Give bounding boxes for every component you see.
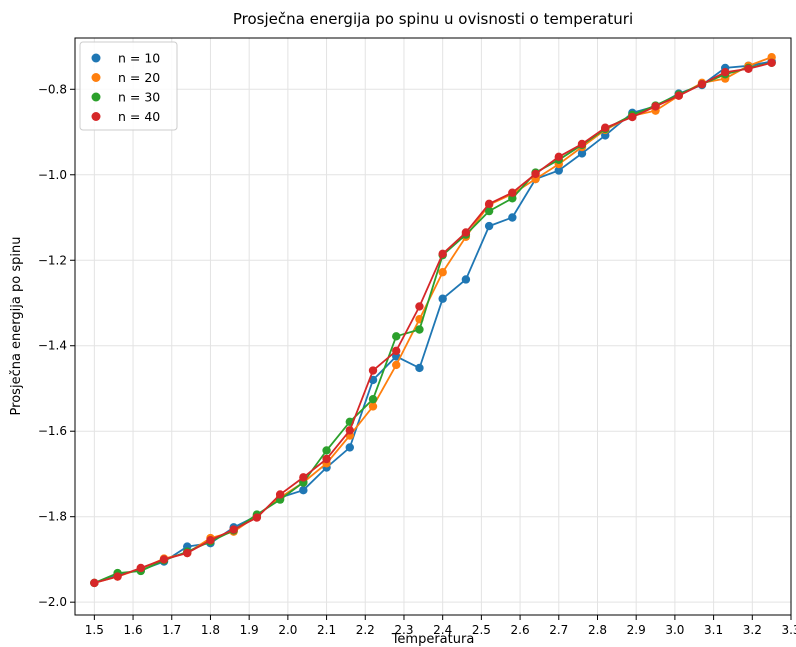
data-point <box>697 79 707 89</box>
data-point <box>113 572 122 581</box>
data-point <box>322 454 331 464</box>
data-point <box>252 513 262 522</box>
legend-marker <box>91 92 101 102</box>
y-tick-label: −1.4 <box>38 339 67 353</box>
data-point <box>275 490 285 499</box>
x-tick-label: 2.2 <box>356 623 375 637</box>
data-point <box>461 275 471 284</box>
data-point <box>531 169 540 179</box>
data-point <box>484 221 494 231</box>
x-tick-label: 1.9 <box>240 623 259 637</box>
data-point <box>438 268 447 277</box>
x-tick-label: 3.2 <box>743 623 762 637</box>
y-tick-label: −1.6 <box>38 424 67 438</box>
x-axis-label: Temperatura <box>391 632 475 647</box>
legend: n = 10 n = 20 n = 30 n = 40 <box>79 41 178 131</box>
data-point <box>159 555 169 564</box>
legend-marker <box>91 112 101 121</box>
x-axis-ticks: 1.5 1.6 1.7 1.8 1.9 2.0 2.1 2.2 2.3 2.4 2.5 2.6 2.7 2… <box>85 615 796 637</box>
x-tick-label: 2.7 <box>549 623 568 637</box>
data-point <box>438 249 447 259</box>
data-point <box>392 332 401 341</box>
y-axis-label: Prosječna energija po spinu <box>9 237 24 416</box>
data-point <box>577 149 587 158</box>
data-point <box>392 360 401 370</box>
x-tick-label: 1.5 <box>85 623 104 637</box>
y-tick-label: −2.0 <box>38 595 67 609</box>
legend-box <box>79 41 178 131</box>
data-point <box>90 578 99 588</box>
data-point <box>674 91 683 100</box>
data-point <box>744 64 753 73</box>
series-line <box>94 61 772 584</box>
data-point <box>438 294 447 303</box>
x-tick-label: 1.6 <box>124 623 143 637</box>
x-tick-label: 1.8 <box>201 623 220 637</box>
y-axis-ticks: −2.0 −1.8 −1.6 −1.4 −1.2 −1.0 −0.8 <box>38 82 75 609</box>
data-point <box>229 525 238 534</box>
x-tick-label: 3.1 <box>704 623 723 637</box>
data-point <box>461 228 471 237</box>
data-point <box>415 302 424 311</box>
data-point <box>508 188 517 197</box>
data-point <box>554 152 563 162</box>
data-point <box>651 102 660 111</box>
chart-title: Prosječna energija po spinu u ovisnosti … <box>233 10 633 28</box>
grid-lines <box>75 38 792 615</box>
data-point <box>721 67 730 77</box>
x-tick-label: 2.8 <box>588 623 607 637</box>
data-point <box>415 325 424 334</box>
data-point <box>368 402 378 411</box>
y-tick-label: −1.0 <box>38 168 67 182</box>
y-tick-label: −1.8 <box>38 510 67 524</box>
data-point <box>484 206 494 216</box>
x-tick-label: 2.6 <box>511 623 530 637</box>
legend-marker <box>91 73 101 82</box>
data-point <box>368 366 378 375</box>
data-point <box>484 199 494 209</box>
data-point <box>206 536 215 545</box>
data-point <box>183 548 192 558</box>
y-tick-label: −1.2 <box>38 253 67 267</box>
plot-frame <box>74 37 792 616</box>
data-point <box>554 166 563 175</box>
legend-entry: n = 20 <box>118 70 160 85</box>
legend-entry: n = 10 <box>118 51 160 66</box>
legend-entry: n = 40 <box>118 109 160 124</box>
x-tick-label: 1.7 <box>162 623 181 637</box>
data-point <box>345 426 354 435</box>
legend-marker <box>91 53 101 63</box>
data-point <box>628 112 637 122</box>
x-tick-label: 2.1 <box>317 623 336 637</box>
data-point <box>299 485 308 495</box>
data-point <box>601 123 610 132</box>
x-tick-label: 3.3 <box>781 623 796 637</box>
data-point <box>767 58 776 67</box>
data-point <box>392 346 401 356</box>
data-point <box>368 394 378 404</box>
data-point <box>345 443 354 452</box>
data-point <box>136 563 145 573</box>
series-layer <box>90 53 776 588</box>
x-tick-label: 2.5 <box>472 623 491 637</box>
x-tick-label: 2.3 <box>394 623 413 637</box>
series-4 <box>90 58 776 588</box>
y-tick-label: −0.8 <box>38 82 67 96</box>
legend-entry: n = 30 <box>118 90 160 105</box>
x-tick-label: 2.0 <box>278 623 297 637</box>
data-point <box>415 363 424 373</box>
data-point <box>299 473 308 482</box>
data-point <box>577 139 587 149</box>
data-point <box>508 213 517 222</box>
x-tick-label: 2.4 <box>433 623 452 637</box>
x-tick-label: 3.0 <box>665 623 684 637</box>
data-point <box>322 446 331 455</box>
x-tick-label: 2.9 <box>627 623 646 637</box>
